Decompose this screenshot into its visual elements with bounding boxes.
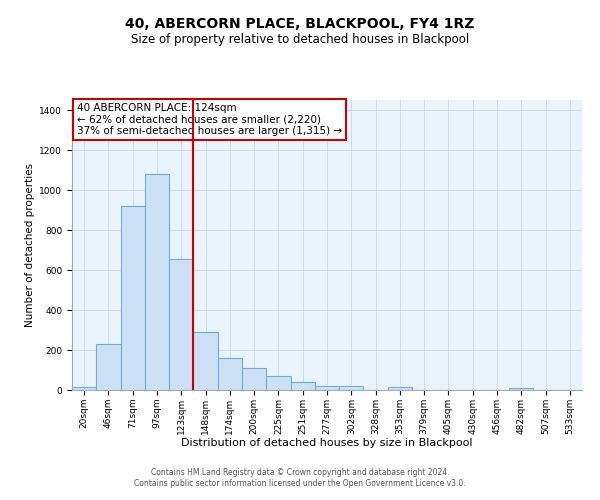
Text: 40, ABERCORN PLACE, BLACKPOOL, FY4 1RZ: 40, ABERCORN PLACE, BLACKPOOL, FY4 1RZ <box>125 18 475 32</box>
Bar <box>96 344 121 390</box>
Bar <box>193 332 218 390</box>
Text: Size of property relative to detached houses in Blackpool: Size of property relative to detached ho… <box>131 32 469 46</box>
Bar <box>121 206 145 390</box>
Bar <box>339 386 364 390</box>
Bar <box>169 259 193 390</box>
Bar <box>315 386 339 390</box>
X-axis label: Distribution of detached houses by size in Blackpool: Distribution of detached houses by size … <box>181 438 473 448</box>
Text: 40 ABERCORN PLACE: 124sqm
← 62% of detached houses are smaller (2,220)
37% of se: 40 ABERCORN PLACE: 124sqm ← 62% of detac… <box>77 103 342 136</box>
Bar <box>218 358 242 390</box>
Bar <box>242 368 266 390</box>
Bar <box>72 387 96 390</box>
Bar <box>145 174 169 390</box>
Bar <box>290 382 315 390</box>
Text: Contains HM Land Registry data © Crown copyright and database right 2024.
Contai: Contains HM Land Registry data © Crown c… <box>134 468 466 487</box>
Bar <box>388 387 412 390</box>
Bar <box>266 376 290 390</box>
Bar <box>509 388 533 390</box>
Y-axis label: Number of detached properties: Number of detached properties <box>25 163 35 327</box>
